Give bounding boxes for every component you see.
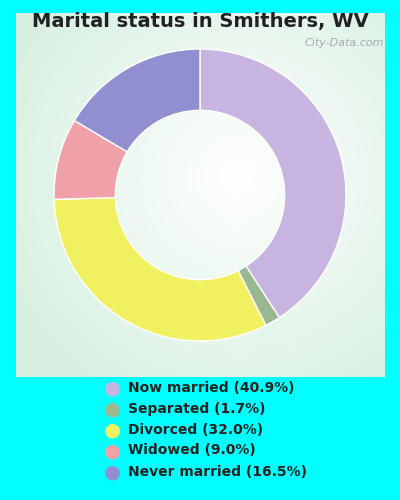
Wedge shape	[200, 49, 346, 318]
Text: ●: ●	[104, 378, 120, 397]
Text: Widowed (9.0%): Widowed (9.0%)	[128, 444, 256, 458]
Wedge shape	[238, 266, 279, 326]
Text: Now married (40.9%): Now married (40.9%)	[128, 380, 294, 394]
Wedge shape	[74, 49, 200, 152]
Text: ●: ●	[104, 441, 120, 460]
Text: Separated (1.7%): Separated (1.7%)	[128, 402, 266, 415]
Text: ●: ●	[104, 420, 120, 439]
Text: Divorced (32.0%): Divorced (32.0%)	[128, 422, 263, 436]
Text: City-Data.com: City-Data.com	[304, 38, 384, 48]
Text: ●: ●	[104, 399, 120, 418]
Text: ●: ●	[104, 462, 120, 481]
Text: Marital status in Smithers, WV: Marital status in Smithers, WV	[32, 12, 368, 32]
Text: Never married (16.5%): Never married (16.5%)	[128, 464, 307, 478]
Wedge shape	[54, 120, 127, 200]
Wedge shape	[54, 198, 266, 341]
